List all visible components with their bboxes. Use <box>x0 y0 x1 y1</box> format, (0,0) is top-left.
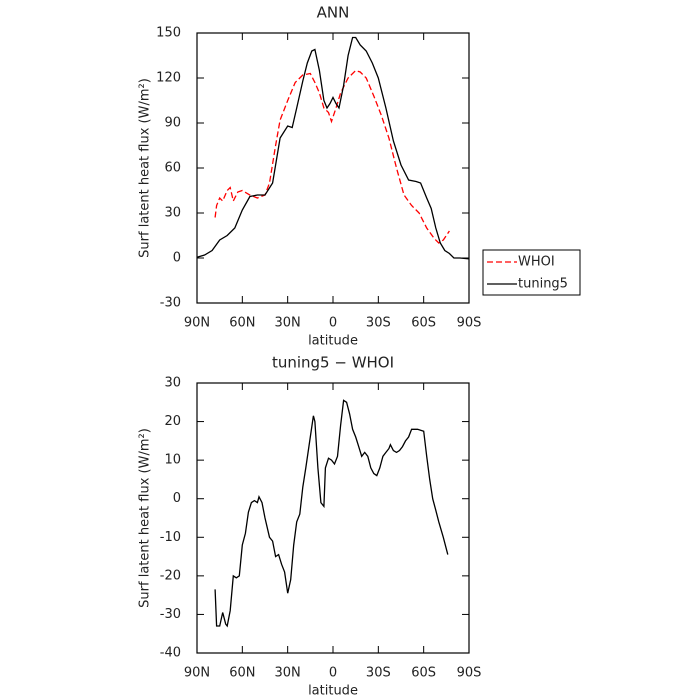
x-tick-label: 60S <box>411 666 436 681</box>
y-tick-label: 20 <box>164 414 181 429</box>
y-tick-label: 10 <box>164 453 181 468</box>
plot-frame <box>196 32 470 304</box>
y-axis-label: Surf latent heat flux (W/m²) <box>138 78 153 258</box>
chart-title: tuning5 − WHOI <box>272 354 394 372</box>
legend-label: WHOI <box>518 255 555 270</box>
x-tick-label: 0 <box>329 666 337 681</box>
x-tick-label: 30S <box>366 316 391 331</box>
x-tick-label: 60N <box>229 316 255 331</box>
legend-box <box>482 249 581 296</box>
x-tick-label: 30N <box>275 666 301 681</box>
y-tick-label: 30 <box>164 206 181 221</box>
x-tick-label: 90S <box>457 316 482 331</box>
x-tick-label: 90N <box>184 316 210 331</box>
y-axis-label: Surf latent heat flux (W/m²) <box>138 428 153 608</box>
x-tick-label: 60N <box>229 666 255 681</box>
series-line <box>214 399 449 628</box>
y-tick-label: 150 <box>156 26 181 41</box>
x-tick-label: 90S <box>457 666 482 681</box>
x-tick-label: 30S <box>366 666 391 681</box>
series-line <box>196 36 470 260</box>
y-tick-label: -30 <box>160 607 181 622</box>
x-axis-label: latitude <box>308 684 358 699</box>
x-tick-label: 60S <box>411 316 436 331</box>
x-tick-label: 90N <box>184 666 210 681</box>
y-tick-label: 90 <box>164 116 181 131</box>
y-tick-label: 60 <box>164 161 181 176</box>
y-tick-label: 0 <box>173 491 181 506</box>
y-tick-label: -10 <box>160 530 181 545</box>
plot-frame <box>196 382 470 654</box>
series-line <box>214 69 450 244</box>
x-axis-label: latitude <box>308 334 358 349</box>
y-tick-label: 30 <box>164 376 181 391</box>
y-tick-label: -40 <box>160 646 181 661</box>
y-tick-label: -20 <box>160 568 181 583</box>
y-tick-label: 0 <box>173 251 181 266</box>
y-tick-label: 120 <box>156 71 181 86</box>
chart-title: ANN <box>317 4 350 22</box>
legend-label: tuning5 <box>518 277 568 292</box>
x-tick-label: 0 <box>329 316 337 331</box>
x-tick-label: 30N <box>275 316 301 331</box>
y-tick-label: -30 <box>160 296 181 311</box>
